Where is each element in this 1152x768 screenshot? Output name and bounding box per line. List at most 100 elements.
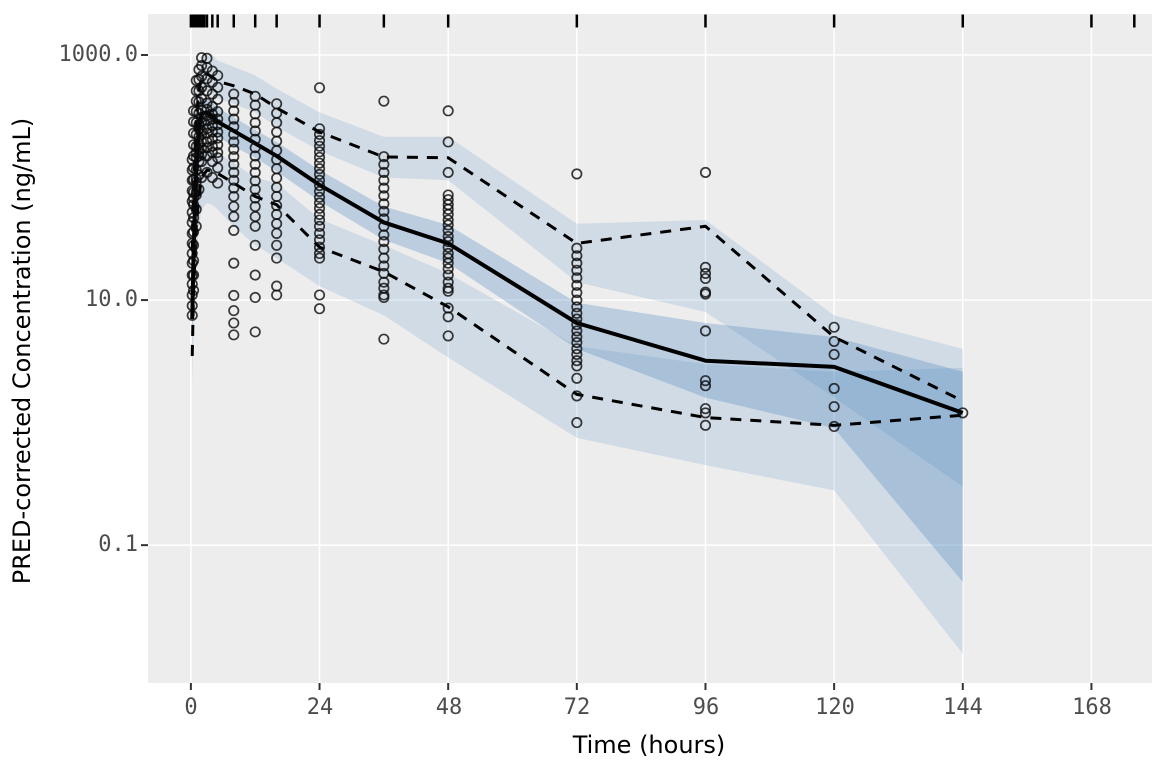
observation-point (313, 247, 326, 260)
observation-point (571, 343, 583, 355)
observation-point (228, 182, 240, 194)
observation-point (378, 182, 390, 194)
observation-point (212, 132, 224, 144)
observation-point (249, 133, 261, 145)
observation-point (699, 419, 712, 431)
observation-point (228, 96, 240, 108)
observation-point (196, 148, 208, 160)
observation-point (378, 198, 390, 210)
observation-point (249, 220, 261, 232)
observation-point (828, 335, 840, 347)
y-axis-title: PRED-corrected Concentration (ng/mL) (8, 117, 36, 585)
observation-point (442, 241, 454, 253)
observation-point (571, 360, 583, 372)
observation-point (571, 287, 583, 299)
x-tick-label-24: 24 (306, 695, 334, 720)
observation-point (378, 333, 390, 345)
x-tick-label-144: 144 (943, 695, 983, 720)
observation-point (313, 128, 326, 140)
observation-point (196, 52, 208, 64)
observation-point (699, 380, 712, 392)
observation-point (442, 203, 454, 215)
observation-point (196, 59, 208, 72)
observation-point (228, 289, 240, 302)
rug-mark (211, 14, 214, 28)
observation-point (228, 224, 240, 236)
observation-point (699, 375, 712, 387)
observation-point (828, 401, 840, 413)
observation-point (212, 93, 224, 105)
observation-point (442, 105, 454, 117)
rug-mark (205, 14, 209, 28)
ribbon-median_ci (192, 98, 963, 583)
observation-point (249, 158, 261, 170)
rug-mark (275, 14, 278, 28)
rug-mark (253, 14, 257, 28)
observation-point (190, 220, 202, 232)
observation-point (571, 168, 583, 180)
observation-point (378, 174, 390, 186)
rug-mark (446, 14, 450, 28)
observation-point (188, 162, 200, 174)
observation-point (442, 285, 454, 297)
observation-point (313, 180, 326, 192)
observation-point (212, 119, 224, 131)
observation-point (271, 239, 283, 251)
observation-point (313, 220, 326, 232)
observation-point (313, 157, 326, 169)
observation-point (212, 69, 224, 82)
observation-point (271, 252, 283, 264)
observation-point (190, 203, 202, 215)
observation-point (828, 382, 840, 394)
observation-point (249, 117, 261, 129)
observation-point (442, 311, 454, 323)
rug-mark (203, 14, 206, 28)
line-p5 (190, 168, 963, 427)
observation-point (249, 239, 261, 251)
observation-point (190, 186, 202, 198)
observation-point (313, 208, 326, 220)
observation-point (571, 279, 583, 291)
observation-point (313, 168, 326, 180)
observation-point (378, 229, 390, 241)
rug-mark (232, 14, 236, 28)
observation-point (249, 150, 261, 162)
observation-point (571, 257, 583, 269)
observation-point (188, 255, 200, 267)
observation-point (378, 151, 390, 163)
observation-point (193, 123, 205, 135)
observation-point (442, 230, 454, 243)
observation-point (442, 263, 454, 275)
observation-point (571, 307, 583, 319)
observation-point (442, 257, 454, 269)
observation-point (249, 192, 261, 204)
line-median (190, 110, 964, 415)
observation-point (228, 128, 240, 140)
observation-point (571, 250, 583, 262)
observation-point (188, 269, 200, 281)
observation-point (313, 135, 326, 147)
observation-point (228, 329, 240, 341)
observation-point (228, 166, 240, 179)
observation-point (212, 81, 224, 93)
observation-point (228, 317, 240, 329)
observation-point (571, 355, 583, 367)
observation-point (378, 166, 390, 179)
observation-point (442, 282, 454, 294)
observation-point (442, 269, 454, 281)
observation-point (378, 260, 390, 272)
observation-point (571, 390, 583, 402)
observation-point (378, 95, 390, 107)
observation-point (442, 330, 454, 342)
observation-point (313, 82, 326, 94)
y-tick-label-1000: 1000.0 (58, 42, 138, 67)
observation-point (378, 158, 390, 170)
observation-point (228, 113, 240, 125)
observation-point (571, 372, 583, 384)
observation-point (271, 227, 283, 239)
observation-point (206, 120, 218, 132)
observation-point (188, 239, 200, 251)
x-tick-label-120: 120 (815, 695, 855, 720)
observation-point (571, 417, 583, 429)
observation-point (186, 300, 198, 312)
